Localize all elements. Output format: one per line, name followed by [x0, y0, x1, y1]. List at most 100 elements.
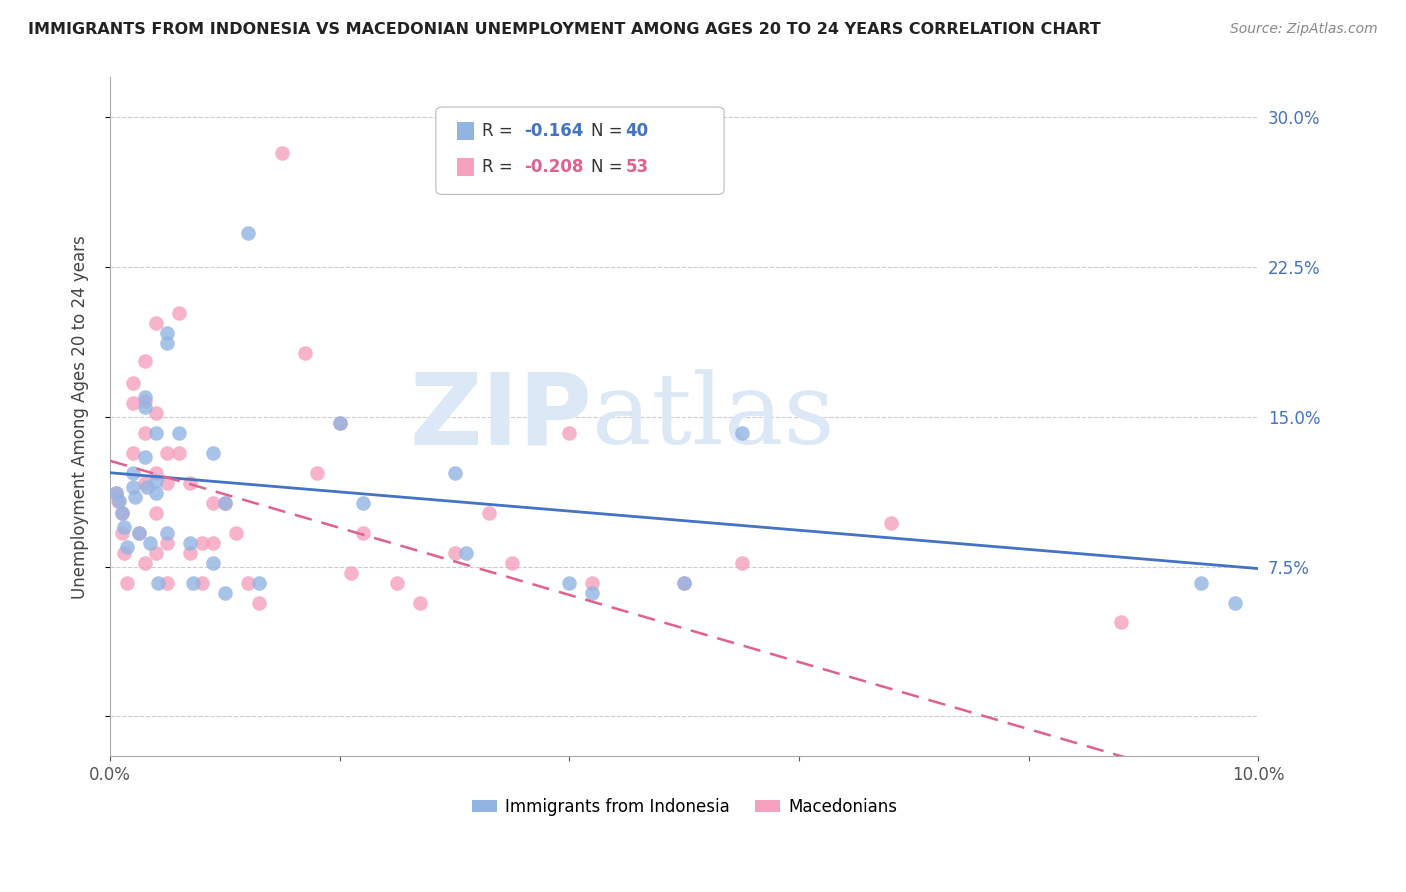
Point: [134, 475, 156, 490]
Y-axis label: Unemployment Among Ages 20 to 24 years: Unemployment Among Ages 20 to 24 years: [72, 235, 89, 599]
Point: [145, 506, 167, 520]
Point: [128, 525, 150, 540]
Point: [134, 354, 156, 368]
Point: [443, 546, 465, 560]
Point: [558, 425, 581, 440]
Point: [236, 575, 259, 590]
Point: [104, 485, 127, 500]
Point: [329, 416, 352, 430]
Point: [145, 485, 167, 500]
Point: [112, 546, 135, 560]
Point: [581, 585, 603, 599]
Point: [145, 546, 167, 560]
Point: [1225, 595, 1247, 609]
Point: [122, 396, 145, 410]
Point: [478, 506, 501, 520]
Point: [117, 540, 139, 554]
Point: [454, 546, 477, 560]
Point: [122, 466, 145, 480]
Point: [271, 146, 294, 161]
Point: [112, 519, 135, 533]
Point: [167, 425, 190, 440]
Point: [145, 316, 167, 330]
Point: [385, 575, 408, 590]
Point: [1189, 575, 1212, 590]
Point: [107, 493, 129, 508]
Point: [145, 406, 167, 420]
Point: [167, 306, 190, 320]
Point: [181, 575, 204, 590]
Point: [214, 585, 236, 599]
Point: [730, 425, 752, 440]
Point: [156, 336, 179, 351]
Point: [179, 475, 201, 490]
Point: [225, 525, 247, 540]
Point: [202, 556, 225, 570]
Point: [156, 446, 179, 460]
Text: ZIP: ZIP: [409, 368, 592, 466]
Point: [443, 466, 465, 480]
Point: [134, 425, 156, 440]
Point: [214, 496, 236, 510]
Text: R =: R =: [482, 122, 519, 140]
Point: [108, 493, 131, 508]
Text: -0.164: -0.164: [524, 122, 583, 140]
Point: [117, 575, 139, 590]
Point: [294, 346, 316, 360]
Point: [214, 496, 236, 510]
Point: [179, 535, 201, 549]
Point: [179, 546, 201, 560]
Point: [191, 535, 214, 549]
Point: [110, 506, 132, 520]
Point: [247, 595, 270, 609]
Point: [145, 466, 167, 480]
Point: [329, 416, 352, 430]
Point: [581, 575, 603, 590]
Point: [673, 575, 696, 590]
Text: 53: 53: [626, 158, 648, 176]
Point: [156, 326, 179, 340]
Point: [236, 226, 259, 240]
Point: [104, 485, 127, 500]
Point: [124, 490, 146, 504]
Point: [156, 475, 179, 490]
Point: [156, 575, 179, 590]
Text: atlas: atlas: [592, 369, 835, 465]
Point: [145, 474, 167, 488]
Point: [352, 525, 374, 540]
Point: [305, 466, 328, 480]
Point: [501, 556, 523, 570]
Point: [202, 535, 225, 549]
Point: [110, 506, 132, 520]
Point: [134, 390, 156, 404]
Point: [139, 535, 162, 549]
Text: N =: N =: [591, 158, 627, 176]
Point: [122, 376, 145, 390]
Text: R =: R =: [482, 158, 519, 176]
Text: N =: N =: [591, 122, 627, 140]
Point: [730, 556, 752, 570]
Point: [156, 535, 179, 549]
Point: [202, 496, 225, 510]
Point: [134, 450, 156, 464]
Point: [167, 446, 190, 460]
Point: [409, 595, 432, 609]
Point: [110, 525, 132, 540]
Point: [134, 393, 156, 408]
Text: IMMIGRANTS FROM INDONESIA VS MACEDONIAN UNEMPLOYMENT AMONG AGES 20 TO 24 YEARS C: IMMIGRANTS FROM INDONESIA VS MACEDONIAN …: [28, 22, 1101, 37]
Point: [191, 575, 214, 590]
Point: [135, 480, 157, 494]
Point: [202, 446, 225, 460]
Point: [880, 516, 903, 530]
Point: [148, 575, 170, 590]
Point: [558, 575, 581, 590]
Text: -0.208: -0.208: [524, 158, 583, 176]
Point: [122, 446, 145, 460]
Legend: Immigrants from Indonesia, Macedonians: Immigrants from Indonesia, Macedonians: [465, 791, 904, 822]
Point: [134, 400, 156, 414]
Point: [352, 496, 374, 510]
Text: 40: 40: [626, 122, 648, 140]
Point: [145, 425, 167, 440]
Point: [156, 525, 179, 540]
Point: [340, 566, 363, 580]
